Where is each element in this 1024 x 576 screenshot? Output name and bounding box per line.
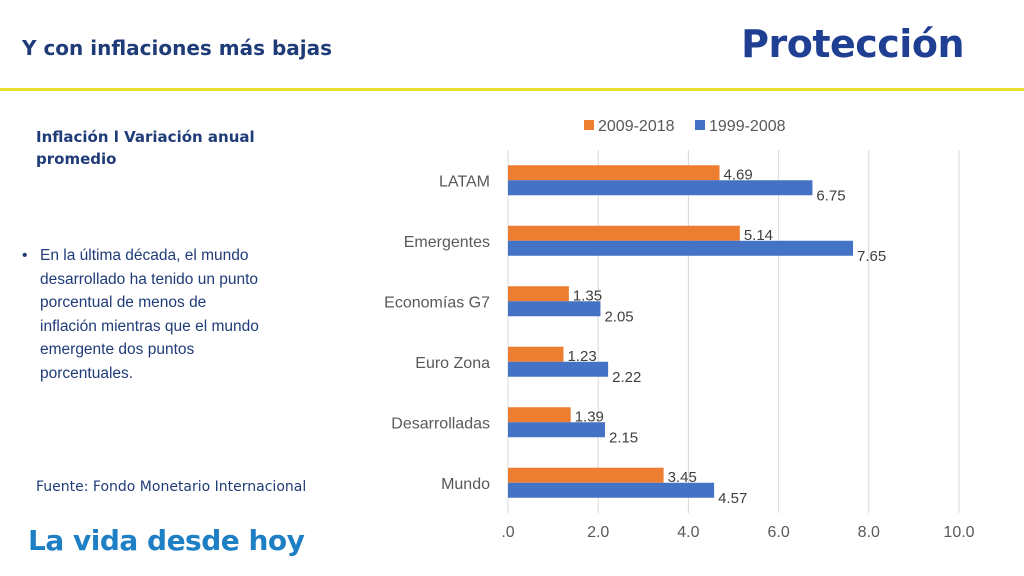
data-label: 5.14: [744, 227, 773, 244]
data-label: 1.23: [567, 348, 596, 365]
category-label: Mundo: [441, 476, 490, 493]
category-label: Economías G7: [384, 294, 490, 311]
bullet-dot-icon: •: [22, 247, 28, 264]
x-tick-label: 4.0: [677, 524, 699, 541]
bar: [508, 361, 609, 377]
data-label: 1.35: [573, 287, 602, 304]
bar: [508, 165, 720, 181]
data-label: 4.57: [718, 490, 747, 507]
x-tick-label: 10.0: [943, 524, 974, 541]
category-label: Euro Zona: [415, 355, 490, 372]
bar: [508, 180, 813, 196]
bullet-text: En la última década, el mundo desarrolla…: [40, 247, 259, 382]
legend-swatch: [695, 120, 705, 130]
bar: [508, 407, 571, 423]
data-label: 2.05: [604, 308, 633, 325]
bar: [508, 240, 854, 256]
data-label: 6.75: [816, 187, 845, 204]
chart-heading: Inflación l Variación anual promedio: [36, 128, 255, 168]
data-label: 4.69: [724, 166, 753, 183]
x-tick-label: 6.0: [767, 524, 789, 541]
brand-logo: Protección: [741, 22, 964, 66]
header-divider: [0, 88, 1024, 91]
data-label: 1.39: [575, 408, 604, 425]
legend-label: 1999-2008: [709, 118, 786, 135]
tagline-logo: La vida desde hoy: [28, 524, 305, 557]
bar: [508, 286, 569, 302]
x-tick-label: 2.0: [587, 524, 609, 541]
data-label: 7.65: [857, 248, 886, 265]
legend-label: 2009-2018: [598, 118, 675, 135]
legend-swatch: [584, 120, 594, 130]
bar: [508, 225, 740, 241]
bullet-point: • En la última década, el mundo desarrol…: [22, 244, 262, 385]
bar: [508, 301, 601, 317]
bar: [508, 346, 564, 362]
data-label: 2.22: [612, 369, 641, 386]
bar: [508, 467, 664, 483]
x-tick-label: 8.0: [858, 524, 880, 541]
source-note: Fuente: Fondo Monetario Internacional: [36, 479, 307, 495]
x-tick-label: .0: [501, 524, 514, 541]
category-label: Emergentes: [404, 234, 490, 251]
page-title: Y con inflaciones más bajas: [22, 36, 333, 60]
data-label: 2.15: [609, 429, 638, 446]
bar: [508, 482, 715, 498]
data-label: 3.45: [668, 469, 697, 486]
category-label: Desarrolladas: [391, 415, 490, 432]
bar: [508, 422, 605, 438]
category-label: LATAM: [439, 173, 490, 190]
